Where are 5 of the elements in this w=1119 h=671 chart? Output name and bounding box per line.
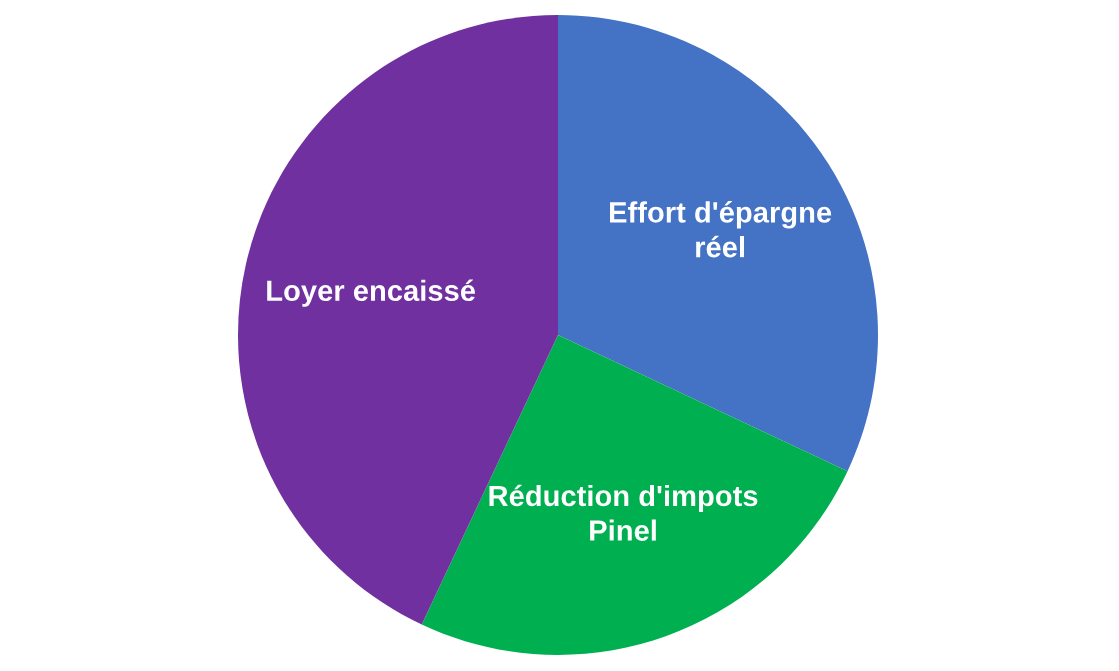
pie-slice [421,335,848,655]
slice-label: Loyer encaissé [267,279,476,307]
slice-label: Réduction d'impots Pinel [489,484,758,541]
pie-slice [558,15,878,472]
slice-label: Effort d'épargne réel [610,201,832,258]
